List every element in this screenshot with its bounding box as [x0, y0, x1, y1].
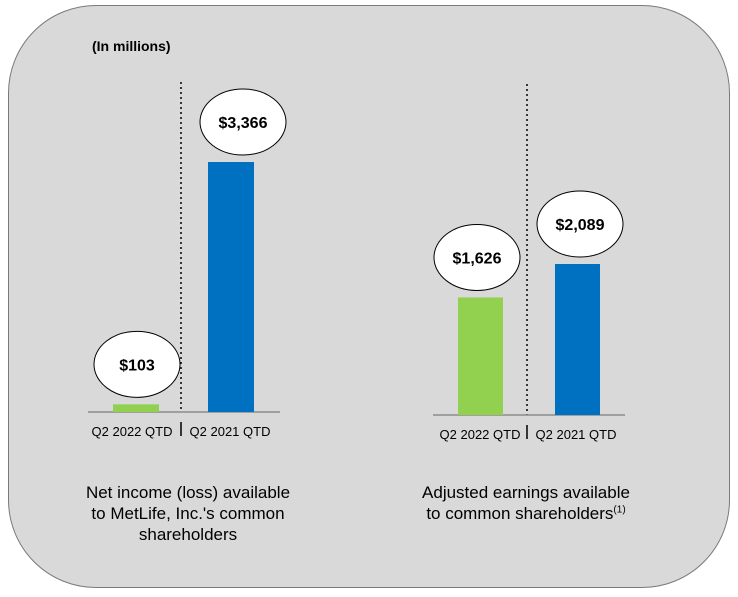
chart-2-category-label-1: Q2 2022 QTD	[440, 427, 521, 442]
chart-2-bar-2	[555, 264, 600, 415]
chart-2-footnote: (1)	[613, 504, 626, 516]
chart-1-caption-line-3: shareholders	[138, 525, 238, 544]
units-label: (In millions)	[92, 38, 171, 54]
chart-1-bar-1	[113, 404, 159, 412]
chart-1-caption: Net income (loss) available to MetLife, …	[48, 482, 328, 545]
chart-2-value-bubble-2	[536, 190, 624, 258]
chart-2-data-label-2: $2,089	[556, 217, 605, 234]
chart-1-value-bubble-1	[93, 330, 181, 398]
chart-2-bar-1	[458, 297, 503, 415]
chart-1-data-label-2: $3,366	[219, 115, 268, 132]
chart-panel	[8, 5, 730, 588]
chart-2-value-bubble-1	[433, 223, 521, 291]
chart-1-category-label-1: Q2 2022 QTD	[92, 424, 173, 439]
chart-2-category-label-2: Q2 2021 QTD	[536, 427, 617, 442]
chart-1-bar-2	[208, 162, 254, 412]
chart-1-caption-line-1: Net income (loss) available	[85, 483, 291, 502]
chart-1-data-label-1: $103	[119, 357, 155, 374]
chart-2-caption-line-1: Adjusted earnings available	[422, 483, 630, 502]
chart-1-caption-line-2: to MetLife, Inc.'s common	[91, 504, 285, 523]
chart-2-caption-line-2: to common shareholders	[426, 504, 614, 523]
chart-2-data-label-1: $1,626	[453, 250, 502, 267]
chart-2-caption: Adjusted earnings available to common sh…	[386, 482, 666, 524]
chart-1-category-label-2: Q2 2021 QTD	[190, 424, 271, 439]
chart-1-value-bubble-2	[199, 88, 287, 156]
